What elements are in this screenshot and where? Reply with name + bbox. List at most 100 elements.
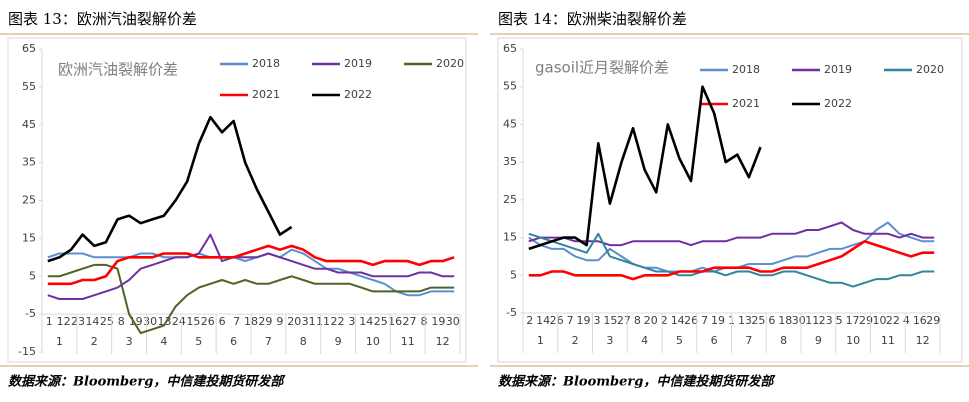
x-day-label: 7: [701, 314, 708, 327]
x-day-label: 19: [577, 314, 591, 327]
x-day-label: 22: [330, 315, 344, 328]
x-tick-label: 11: [401, 335, 415, 348]
x-tick-label: 11: [881, 334, 895, 347]
x-day-label: 29: [926, 314, 940, 327]
y-tick-label: -5: [506, 306, 517, 319]
y-tick-label: 65: [503, 42, 517, 55]
y-tick-label: -5: [25, 307, 36, 320]
x-day-label: 24: [172, 315, 186, 328]
y-tick-label: -15: [18, 345, 36, 358]
legend-label: 2020: [436, 57, 464, 70]
x-day-label: 19: [431, 315, 445, 328]
x-day-label: 27: [617, 314, 631, 327]
x-tick-label: 2: [91, 335, 98, 348]
x-day-label: 14: [536, 314, 550, 327]
x-tick-label: 3: [606, 334, 613, 347]
x-day-label: 16: [388, 315, 402, 328]
legend-label: 2020: [916, 63, 944, 76]
x-day-label: 1: [46, 315, 53, 328]
x-tick-label: 7: [265, 335, 272, 348]
y-tick-label: 25: [22, 194, 36, 207]
x-day-label: 2: [526, 314, 533, 327]
legend-label: 2022: [824, 97, 852, 110]
legend-label: 2021: [732, 97, 760, 110]
source-note: 数据来源：Bloomberg，中信建投期货研发部: [498, 374, 776, 390]
y-tick-label: 55: [22, 80, 36, 93]
x-tick-label: 12: [916, 334, 930, 347]
x-tick-label: 5: [676, 334, 683, 347]
x-day-label: 31: [302, 315, 316, 328]
legend-label: 2022: [344, 88, 372, 101]
y-tick-label: 25: [503, 193, 517, 206]
x-day-label: 8: [420, 315, 427, 328]
x-day-label: 30: [143, 315, 157, 328]
x-day-label: 8: [634, 314, 641, 327]
x-day-label: 5: [836, 314, 843, 327]
x-tick-label: 6: [711, 334, 718, 347]
x-day-label: 29: [258, 315, 272, 328]
x-day-label: 8: [118, 315, 125, 328]
x-day-label: 7: [233, 315, 240, 328]
chart-title: 图表 14：欧洲柴油裂解价差: [498, 10, 687, 28]
x-tick-label: 8: [300, 335, 307, 348]
x-day-label: 14: [671, 314, 685, 327]
x-tick-label: 4: [641, 334, 648, 347]
x-day-label: 15: [186, 315, 200, 328]
y-tick-label: 35: [503, 155, 517, 168]
x-day-label: 23: [819, 314, 833, 327]
source-note: 数据来源：Bloomberg，中信建投期货研发部: [8, 374, 286, 390]
x-tick-label: 2: [572, 334, 579, 347]
x-day-label: 6: [219, 315, 226, 328]
x-day-label: 4: [903, 314, 910, 327]
y-tick-label: 65: [22, 42, 36, 55]
y-tick-label: 5: [29, 269, 36, 282]
x-day-label: 13: [738, 314, 752, 327]
chart-annotation: gasoil近月裂解价差: [535, 59, 669, 77]
x-day-label: 30: [446, 315, 460, 328]
x-day-label: 25: [374, 315, 388, 328]
y-tick-label: 15: [503, 231, 517, 244]
series-line: [528, 85, 762, 251]
x-day-label: 15: [603, 314, 617, 327]
x-day-label: 26: [684, 314, 698, 327]
x-day-label: 23: [71, 315, 85, 328]
x-day-label: 12: [57, 315, 71, 328]
x-day-label: 27: [403, 315, 417, 328]
x-tick-label: 3: [126, 335, 133, 348]
x-day-label: 10: [872, 314, 886, 327]
legend-label: 2018: [732, 63, 760, 76]
x-day-label: 19: [711, 314, 725, 327]
series-line: [528, 221, 935, 247]
x-tick-label: 8: [780, 334, 787, 347]
x-tick-label: 9: [815, 334, 822, 347]
x-day-label: 11: [805, 314, 819, 327]
y-tick-label: 15: [22, 231, 36, 244]
series-line: [47, 244, 455, 286]
chart-title: 图表 13：欧洲汽油裂解价差: [8, 10, 197, 28]
series-line: [47, 263, 455, 335]
series-line: [47, 233, 455, 300]
legend-label: 2019: [344, 57, 372, 70]
x-tick-label: 10: [846, 334, 860, 347]
x-day-label: 25: [751, 314, 765, 327]
x-day-label: 25: [100, 315, 114, 328]
x-day-label: 9: [276, 315, 283, 328]
series-line: [47, 248, 455, 297]
series-line: [528, 232, 935, 288]
chart-frame: [7, 37, 467, 363]
series-line: [47, 115, 293, 263]
x-day-label: 20: [287, 315, 301, 328]
x-day-label: 17: [846, 314, 860, 327]
x-day-label: 16: [913, 314, 927, 327]
y-tick-label: 55: [503, 80, 517, 93]
legend-label: 2021: [252, 88, 280, 101]
y-tick-label: 5: [510, 268, 517, 281]
x-day-label: 11: [316, 315, 330, 328]
x-tick-label: 9: [335, 335, 342, 348]
x-day-label: 20: [644, 314, 658, 327]
x-day-label: 14: [85, 315, 99, 328]
x-tick-label: 5: [195, 335, 202, 348]
x-day-label: 29: [859, 314, 873, 327]
x-tick-label: 10: [366, 335, 380, 348]
